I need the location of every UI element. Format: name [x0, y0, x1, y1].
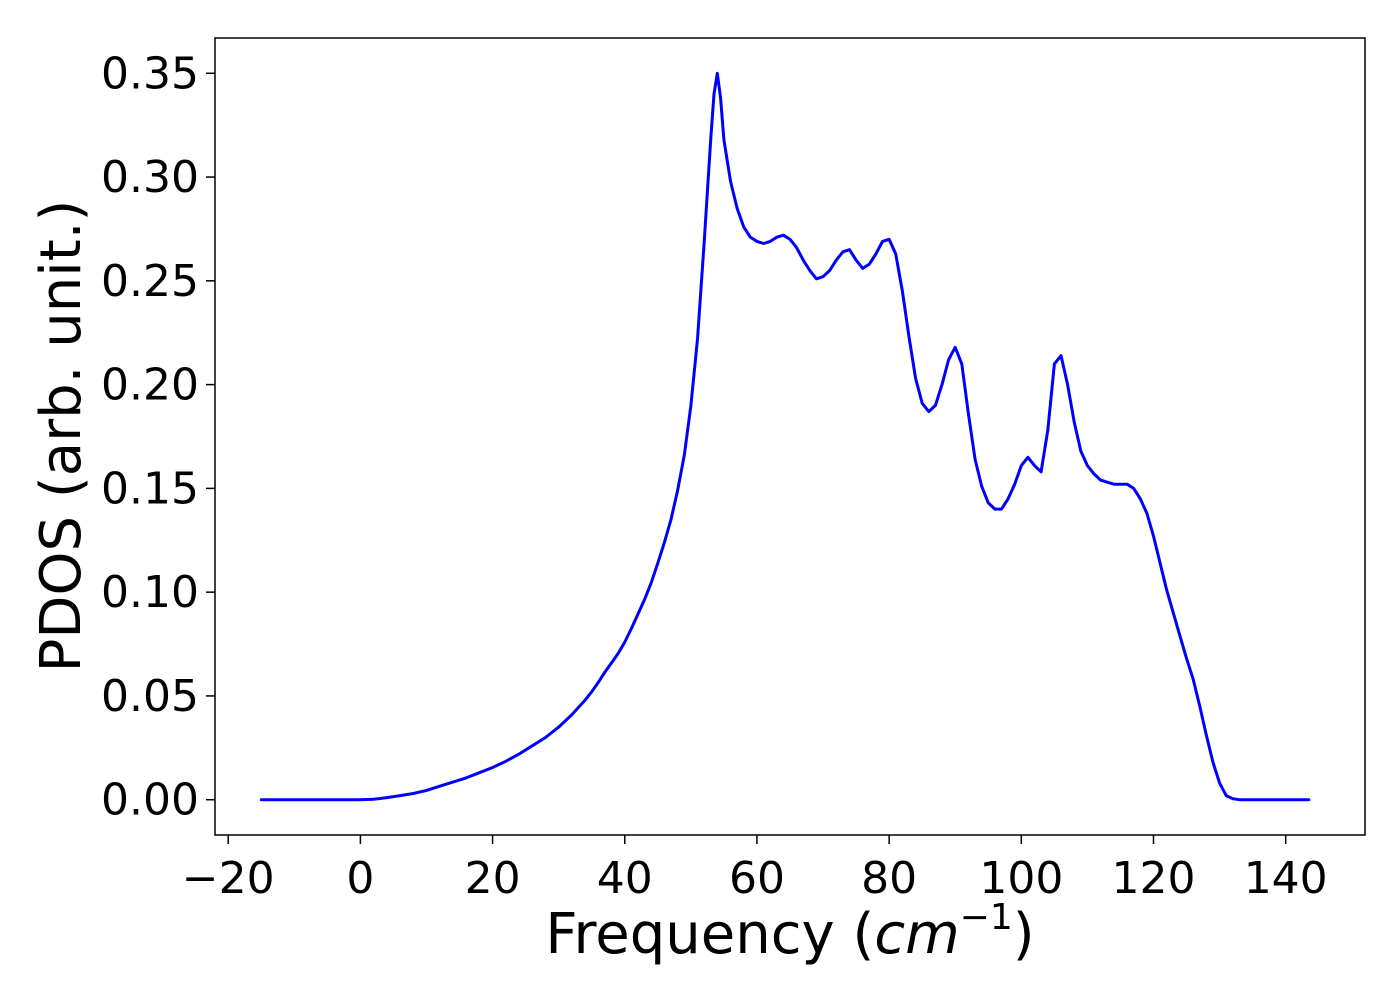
- y-tick-label: 0.00: [101, 775, 199, 826]
- x-tick-label: 100: [979, 853, 1063, 904]
- x-axis-label-superscript: −1: [960, 897, 1013, 938]
- y-tick-label: 0.25: [101, 256, 199, 307]
- x-tick-label: 0: [346, 853, 374, 904]
- y-tick-label: 0.05: [101, 671, 199, 722]
- y-tick-label: 0.20: [101, 360, 199, 411]
- x-tick-label: 80: [861, 853, 917, 904]
- x-axis-label: Frequency (cm−1): [545, 897, 1034, 967]
- y-tick-label: 0.35: [101, 48, 199, 99]
- y-tick-label: 0.30: [101, 152, 199, 203]
- plot-frame: [214, 37, 1366, 836]
- y-axis-label: PDOS (arb. unit.): [29, 200, 94, 673]
- x-tick-label: 60: [729, 853, 785, 904]
- series-layer: [259, 71, 1311, 802]
- x-tick-label: 40: [597, 853, 653, 904]
- x-tick-label: 140: [1244, 853, 1328, 904]
- x-tick-label: 20: [465, 853, 521, 904]
- y-tick-label: 0.15: [101, 463, 199, 514]
- x-axis-ticks: −20 0 20 40 60 80 100 120 140: [182, 835, 1328, 904]
- x-axis-label-suffix: ): [1013, 902, 1035, 967]
- plot-background: [215, 38, 1365, 835]
- x-tick-label: 120: [1112, 853, 1196, 904]
- x-tick-label: −20: [182, 853, 275, 904]
- y-tick-label: 0.10: [101, 567, 199, 618]
- pdos-series-line: [259, 71, 1311, 802]
- y-axis-ticks: 0.00 0.05 0.10 0.15 0.20 0.25 0.30 0.35: [101, 48, 215, 826]
- x-axis-label-prefix: Frequency (: [545, 902, 874, 967]
- x-axis-label-math: cm: [874, 902, 959, 967]
